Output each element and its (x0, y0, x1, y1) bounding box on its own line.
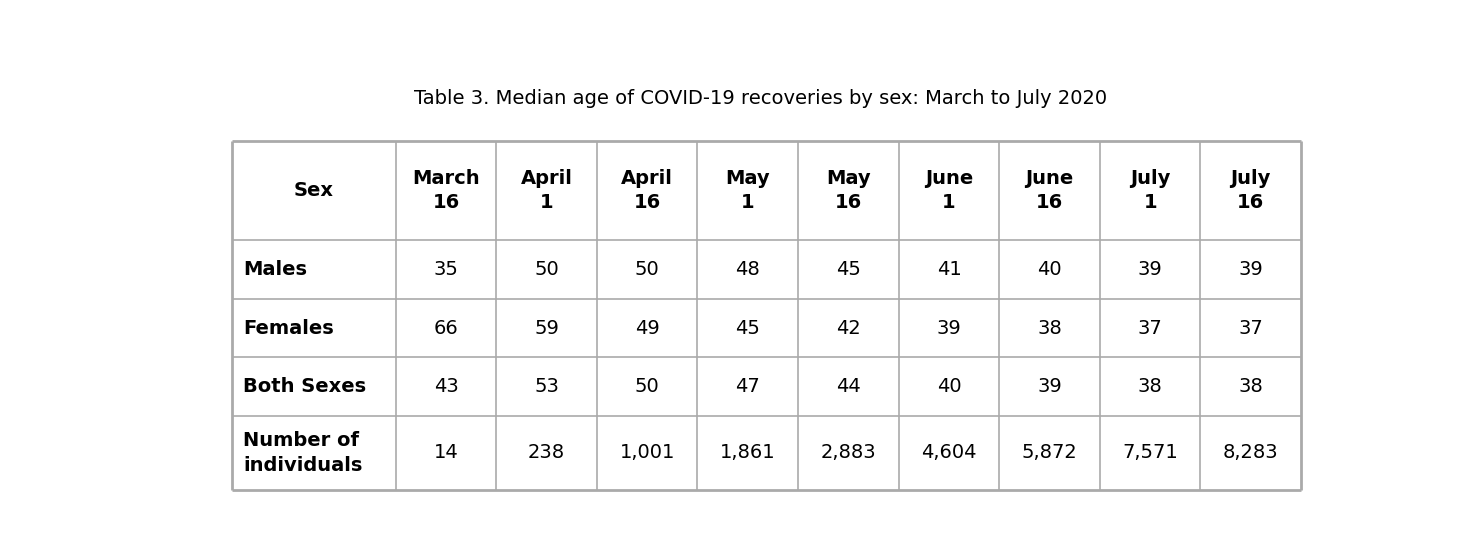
Text: June
1: June 1 (925, 169, 974, 212)
Text: 35: 35 (433, 260, 459, 279)
Text: 2,883: 2,883 (821, 444, 876, 463)
Text: July
16: July 16 (1230, 169, 1270, 212)
Bar (232, 141, 1301, 490)
Text: Males: Males (243, 260, 307, 279)
Text: 45: 45 (736, 319, 760, 338)
Text: May
1: May 1 (726, 169, 770, 212)
Text: March
16: March 16 (413, 169, 479, 212)
Text: 47: 47 (736, 377, 760, 396)
Text: 42: 42 (835, 319, 861, 338)
Text: July
1: July 1 (1129, 169, 1171, 212)
Text: 4,604: 4,604 (922, 444, 976, 463)
Text: Sex: Sex (294, 181, 334, 200)
Text: 38: 38 (1037, 319, 1063, 338)
Text: 49: 49 (635, 319, 659, 338)
Text: Females: Females (243, 319, 334, 338)
Text: 8,283: 8,283 (1223, 444, 1279, 463)
Text: 39: 39 (1138, 260, 1162, 279)
Text: 39: 39 (936, 319, 962, 338)
Text: 1,861: 1,861 (720, 444, 776, 463)
Text: 50: 50 (635, 377, 659, 396)
Text: 44: 44 (835, 377, 861, 396)
Text: 59: 59 (534, 319, 559, 338)
Text: 1,001: 1,001 (619, 444, 675, 463)
Text: 14: 14 (433, 444, 459, 463)
Text: April
1: April 1 (521, 169, 573, 212)
Text: 39: 39 (1239, 260, 1263, 279)
Text: 37: 37 (1138, 319, 1162, 338)
Text: June
16: June 16 (1025, 169, 1074, 212)
Text: 50: 50 (635, 260, 659, 279)
Text: May
16: May 16 (827, 169, 871, 212)
Text: April
16: April 16 (622, 169, 674, 212)
Text: 37: 37 (1239, 319, 1263, 338)
Text: Table 3. Median age of COVID-19 recoveries by sex: March to July 2020: Table 3. Median age of COVID-19 recoveri… (414, 88, 1107, 108)
Text: 7,571: 7,571 (1122, 444, 1178, 463)
Text: 39: 39 (1037, 377, 1063, 396)
Text: 41: 41 (936, 260, 962, 279)
Text: 40: 40 (936, 377, 962, 396)
Text: 40: 40 (1037, 260, 1063, 279)
Text: 43: 43 (433, 377, 459, 396)
Text: 38: 38 (1138, 377, 1162, 396)
Text: 50: 50 (534, 260, 559, 279)
Text: 53: 53 (534, 377, 559, 396)
Text: 48: 48 (736, 260, 760, 279)
Text: 45: 45 (835, 260, 861, 279)
Text: Number of
individuals: Number of individuals (243, 431, 362, 474)
Text: 66: 66 (433, 319, 459, 338)
Text: Both Sexes: Both Sexes (243, 377, 367, 396)
Text: 5,872: 5,872 (1021, 444, 1077, 463)
Text: 38: 38 (1239, 377, 1263, 396)
Text: 238: 238 (528, 444, 565, 463)
